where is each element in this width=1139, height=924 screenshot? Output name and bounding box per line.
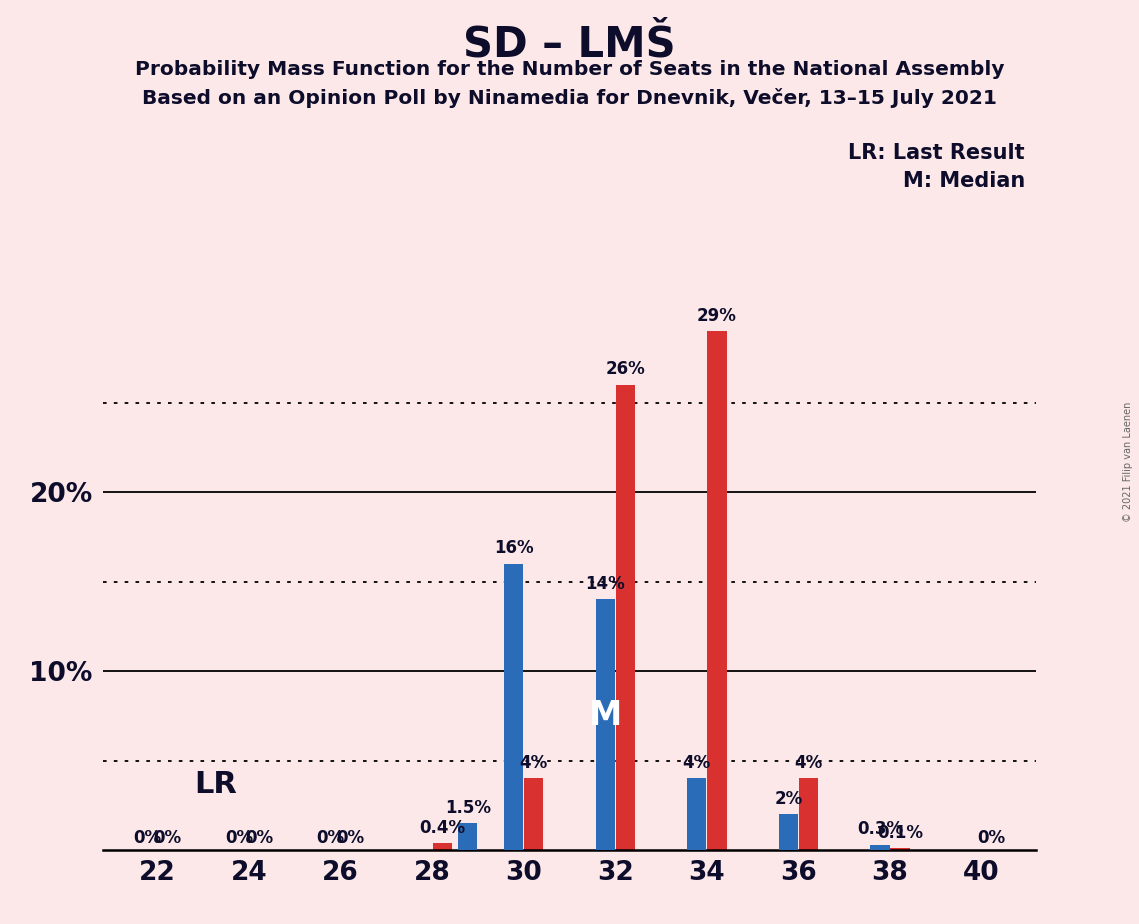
Text: 0.4%: 0.4% — [419, 819, 466, 836]
Text: 2%: 2% — [775, 790, 803, 808]
Text: 4%: 4% — [794, 754, 822, 772]
Text: 4%: 4% — [519, 754, 548, 772]
Text: 16%: 16% — [494, 540, 533, 557]
Text: 0%: 0% — [154, 830, 181, 847]
Text: 0.1%: 0.1% — [877, 824, 923, 842]
Text: 26%: 26% — [606, 360, 645, 378]
Bar — [524, 778, 543, 850]
Text: 0%: 0% — [977, 830, 1006, 847]
Bar — [870, 845, 890, 850]
Bar — [505, 564, 523, 850]
Bar — [616, 384, 634, 850]
Bar — [707, 331, 727, 850]
Text: 0%: 0% — [245, 830, 273, 847]
Text: 0%: 0% — [224, 830, 253, 847]
Text: © 2021 Filip van Laenen: © 2021 Filip van Laenen — [1123, 402, 1133, 522]
Text: M: Median: M: Median — [903, 171, 1025, 191]
Bar — [891, 848, 910, 850]
Bar — [779, 814, 798, 850]
Text: 0.3%: 0.3% — [857, 821, 903, 838]
Text: 0%: 0% — [133, 830, 162, 847]
Text: 29%: 29% — [697, 307, 737, 324]
Bar — [798, 778, 818, 850]
Text: Based on an Opinion Poll by Ninamedia for Dnevnik, Večer, 13–15 July 2021: Based on an Opinion Poll by Ninamedia fo… — [142, 88, 997, 108]
Text: LR: Last Result: LR: Last Result — [849, 143, 1025, 164]
Text: 0%: 0% — [337, 830, 364, 847]
Text: 14%: 14% — [585, 575, 625, 593]
Text: Probability Mass Function for the Number of Seats in the National Assembly: Probability Mass Function for the Number… — [134, 60, 1005, 79]
Text: 1.5%: 1.5% — [445, 799, 491, 817]
Text: SD – LMŠ: SD – LMŠ — [464, 23, 675, 65]
Text: LR: LR — [194, 770, 237, 798]
Bar — [458, 823, 477, 850]
Text: M: M — [589, 699, 622, 733]
Bar — [596, 600, 615, 850]
Bar — [687, 778, 706, 850]
Bar — [433, 843, 452, 850]
Text: 0%: 0% — [317, 830, 345, 847]
Text: 4%: 4% — [682, 754, 711, 772]
